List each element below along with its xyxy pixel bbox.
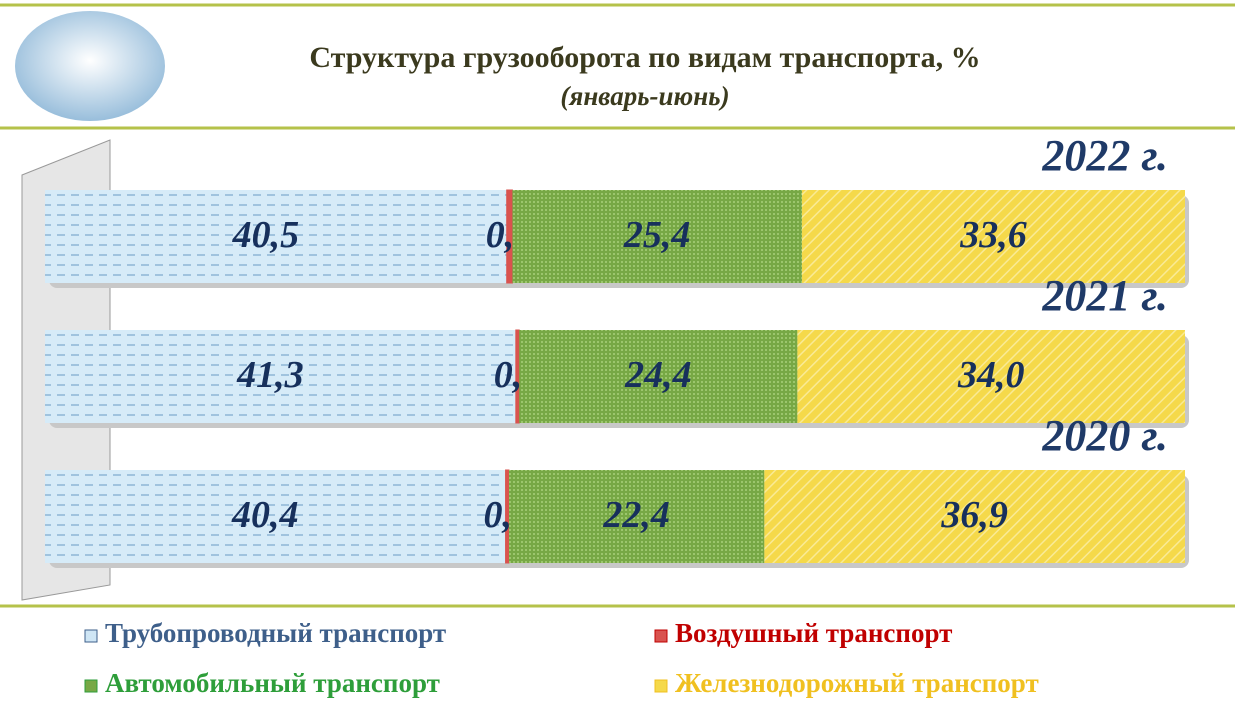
legend-label: Воздушный транспорт [675,618,952,648]
legend-swatch [84,679,98,693]
value-label: 22,4 [602,494,670,536]
bar-segment [45,190,507,283]
value-label: 25,4 [623,214,691,256]
bar-segment [797,330,1185,423]
bar-segment [801,190,1185,283]
value-label: 41,3 [236,354,304,396]
legend-label: Трубопроводный транспорт [105,618,446,648]
bar-segment [512,190,802,283]
bar-segment [519,330,798,423]
value-label: 24,4 [624,354,692,396]
value-label: 36,9 [940,494,1008,536]
bar-segment [764,470,1185,563]
legend-label: Автомобильный транспорт [105,668,440,698]
bar-segment [45,470,506,563]
bar-segment [508,470,765,563]
legend-label: Железнодорожный транспорт [675,668,1039,698]
legend-swatch [654,679,668,693]
chart-subtitle: (январь-июнь) [560,81,729,111]
category-label: 2020 г. [1041,411,1168,460]
value-label: 40,5 [232,214,300,256]
legend-swatch [654,629,668,643]
bar-segment [45,330,516,423]
value-label: 40,4 [231,494,299,536]
category-label: 2022 г. [1041,131,1168,180]
globe-icon [15,11,165,121]
legend-swatch [84,629,98,643]
value-label: 34,0 [957,354,1025,396]
category-label: 2021 г. [1041,271,1168,320]
value-label: 33,6 [959,214,1027,256]
chart-title: Структура грузооборота по видам транспор… [309,41,980,74]
